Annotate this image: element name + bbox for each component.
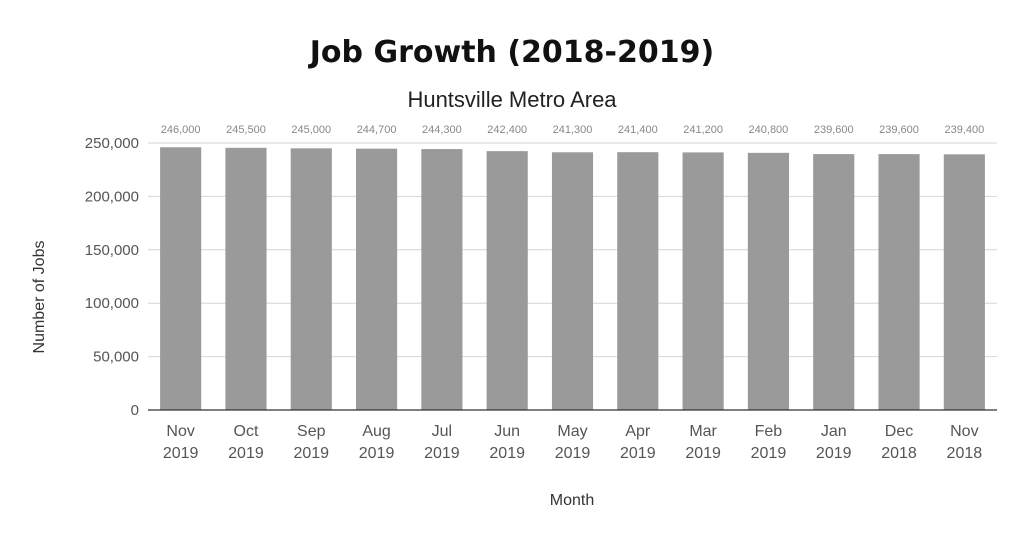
x-tick-label: 2019 <box>751 445 787 462</box>
x-tick-label: Aug <box>362 423 390 440</box>
bar <box>160 147 202 410</box>
y-tick-label: 50,000 <box>93 349 139 366</box>
x-tick-label: Jun <box>494 423 520 440</box>
x-axis-title: Month <box>550 492 594 509</box>
bar <box>682 152 724 410</box>
bar <box>943 154 985 410</box>
x-tick-label: Mar <box>689 423 717 440</box>
x-tick-label: 2019 <box>620 445 656 462</box>
data-label: 239,600 <box>879 124 919 136</box>
y-tick-label: 150,000 <box>85 242 139 259</box>
data-label: 246,000 <box>161 124 201 136</box>
x-tick-label: Jan <box>821 423 847 440</box>
bar <box>617 152 659 410</box>
chart-subtitle: Huntsville Metro Area <box>407 87 617 112</box>
y-tick-label: 200,000 <box>85 188 139 205</box>
x-tick-label: 2019 <box>685 445 721 462</box>
data-label: 240,800 <box>749 124 789 136</box>
data-label: 239,400 <box>944 124 984 136</box>
x-tick-label: 2019 <box>555 445 591 462</box>
x-tick-label: May <box>557 423 587 440</box>
x-tick-label: 2019 <box>359 445 395 462</box>
bar <box>290 148 332 410</box>
x-tick-label: 2019 <box>816 445 852 462</box>
x-tick-label: Nov <box>166 423 194 440</box>
y-tick-label: 0 <box>131 402 139 419</box>
x-tick-label: 2018 <box>881 445 917 462</box>
x-axis-ticks: Nov 2019 Oct 2019 Sep 2019 Aug 2019 Jul 2019 Jun 20… <box>163 423 982 462</box>
bar <box>813 154 855 410</box>
x-tick-label: 2019 <box>228 445 264 462</box>
data-label: 241,400 <box>618 124 658 136</box>
bar <box>421 149 463 411</box>
data-label: 245,000 <box>291 124 331 136</box>
x-tick-label: 2019 <box>489 445 525 462</box>
x-tick-label: Dec <box>885 423 913 440</box>
data-label: 245,500 <box>226 124 266 136</box>
y-tick-label: 250,000 <box>85 135 139 152</box>
bars <box>160 147 985 411</box>
data-label: 244,300 <box>422 124 462 136</box>
data-labels: 246,000 245,500 245,000 244,700 244,300 242,4… <box>161 124 984 136</box>
bar <box>356 148 398 410</box>
x-tick-label: Nov <box>950 423 978 440</box>
data-label: 244,700 <box>357 124 397 136</box>
x-tick-label: 2019 <box>163 445 199 462</box>
data-label: 241,300 <box>553 124 593 136</box>
y-axis-title: Number of Jobs <box>31 241 48 354</box>
chart-title: Job Growth (2018-2019) <box>308 35 714 70</box>
x-tick-label: Sep <box>297 423 326 440</box>
x-tick-label: Feb <box>755 423 783 440</box>
bar <box>551 152 594 410</box>
y-axis-ticks: 0 50,000 100,000 150,000 200,000 250,000 <box>85 135 139 419</box>
x-tick-label: 2019 <box>424 445 460 462</box>
x-tick-label: Oct <box>234 423 259 440</box>
bar <box>878 154 920 410</box>
data-label: 241,200 <box>683 124 723 136</box>
bar <box>486 151 528 410</box>
x-tick-label: Jul <box>432 423 452 440</box>
data-label: 239,600 <box>814 124 854 136</box>
bar <box>747 152 789 410</box>
data-label: 242,400 <box>487 124 527 136</box>
x-tick-label: 2019 <box>293 445 329 462</box>
x-tick-label: Apr <box>625 423 651 440</box>
bar <box>225 147 267 410</box>
x-tick-label: 2018 <box>947 445 983 462</box>
y-tick-label: 100,000 <box>85 295 139 312</box>
